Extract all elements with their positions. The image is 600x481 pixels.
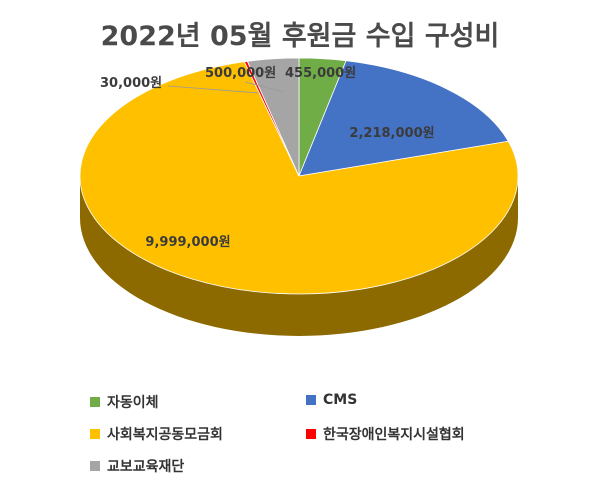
legend-item-0: 자동이체 xyxy=(90,392,159,412)
data-label-1: 2,218,000원 xyxy=(349,126,434,141)
data-label-4: 500,000원 xyxy=(205,66,276,81)
legend-item-1: CMS xyxy=(306,392,357,408)
chart-title: 2022년 05월 후원금 수입 구성비 xyxy=(100,21,500,52)
data-label-0: 455,000원 xyxy=(285,66,356,81)
slice-4 xyxy=(246,57,300,177)
legend-label-4: 교보교육재단 xyxy=(107,459,185,475)
pie-slices xyxy=(79,57,519,295)
leader-line-4 xyxy=(244,81,285,93)
legend-item-2: 사회복지공동모금회 xyxy=(90,424,223,444)
legend-swatch-2 xyxy=(90,429,100,439)
label-leader-lines xyxy=(167,81,285,94)
slice-1 xyxy=(298,60,509,177)
legend-swatch-4 xyxy=(90,461,100,471)
pie-sides xyxy=(80,176,518,336)
leader-line-3 xyxy=(167,85,260,94)
data-labels: 455,000원 2,218,000원 9,999,000원 30,000원 500,0… xyxy=(100,66,435,250)
data-label-2: 9,999,000원 xyxy=(145,235,230,250)
legend-item-3: 한국장애인복지시설협회 xyxy=(306,424,465,444)
legend-label-3: 한국장애인복지시설협회 xyxy=(323,427,465,443)
legend-swatch-1 xyxy=(306,395,316,405)
legend-label-0: 자동이체 xyxy=(107,395,159,411)
slice-2 xyxy=(79,61,519,295)
legend-label-1: CMS xyxy=(323,392,358,408)
legend-label-2: 사회복지공동모금회 xyxy=(107,427,223,443)
data-label-3: 30,000원 xyxy=(100,76,162,91)
legend-swatch-3 xyxy=(306,429,316,439)
slice-side-2 xyxy=(80,176,518,336)
legend-swatch-0 xyxy=(90,397,100,407)
legend-item-4: 교보교육재단 xyxy=(90,456,184,476)
